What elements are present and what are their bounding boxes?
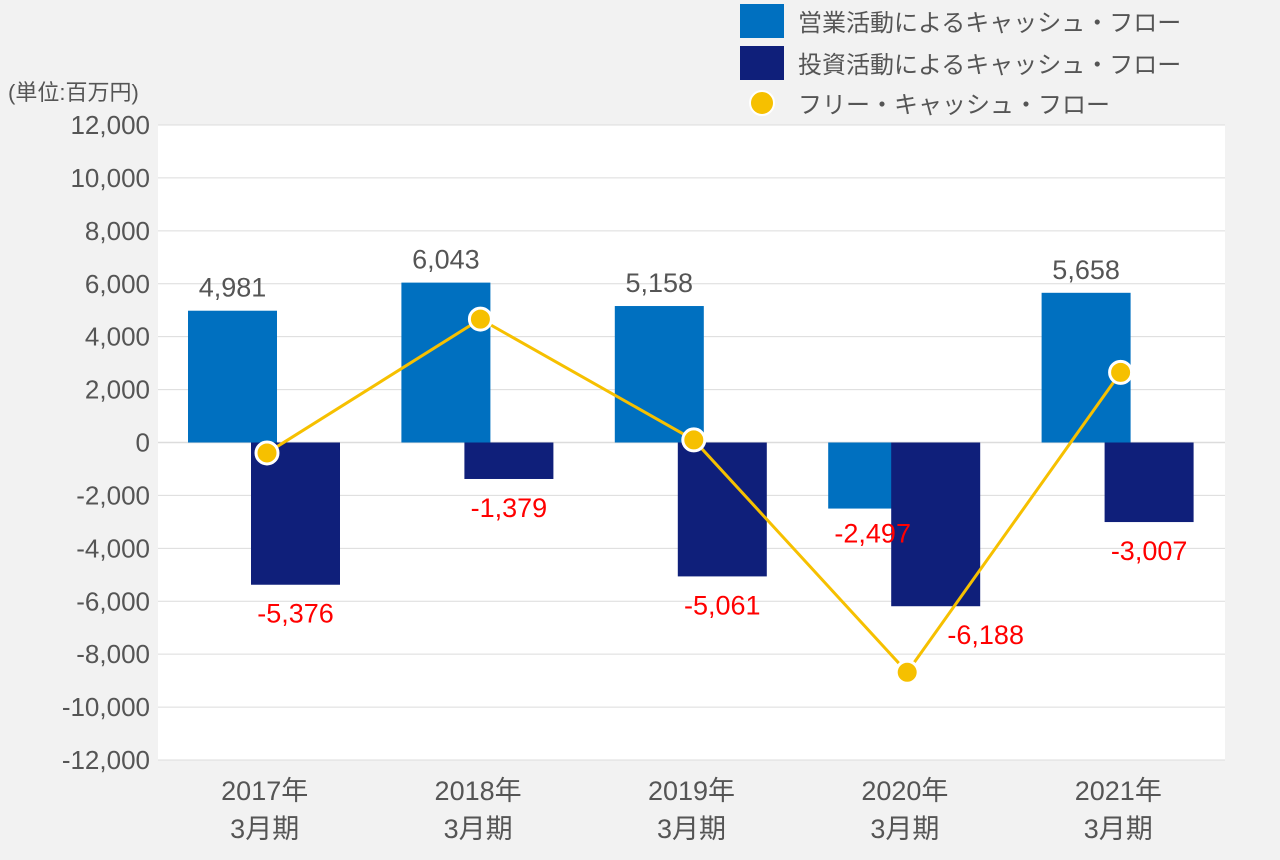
- y-tick-label: -2,000: [76, 480, 150, 510]
- investing-cf-bar: [891, 442, 981, 607]
- free-cf-point: [467, 306, 493, 332]
- free-cash-flow-line: [254, 306, 1134, 685]
- x-category-year: 2020年: [861, 776, 948, 806]
- investing-cf-label: -6,188: [947, 620, 1024, 650]
- x-category-period: 3月期: [870, 814, 939, 844]
- operating-cf-label: 6,043: [412, 245, 480, 275]
- y-tick-label: 6,000: [85, 269, 150, 299]
- investing-cf-bar: [251, 442, 340, 585]
- investing-cf-bar: [677, 442, 767, 577]
- investing-cf-label: -5,061: [684, 590, 761, 620]
- investing-cf-label: -3,007: [1111, 536, 1188, 566]
- x-category-period: 3月期: [230, 814, 299, 844]
- y-tick-label: 4,000: [85, 322, 150, 352]
- x-category-year: 2019年: [648, 776, 735, 806]
- x-category-period: 3月期: [444, 814, 513, 844]
- x-category-year: 2021年: [1075, 776, 1162, 806]
- y-tick-label: 12,000: [70, 110, 150, 140]
- free-cf-point: [681, 427, 707, 453]
- y-tick-label: -12,000: [62, 745, 150, 775]
- investing-cf-bar: [464, 442, 554, 479]
- x-category-year: 2018年: [435, 776, 522, 806]
- bars: [188, 282, 1194, 607]
- y-tick-label: 8,000: [85, 216, 150, 246]
- y-tick-label: -10,000: [62, 692, 150, 722]
- operating-cf-bar: [188, 310, 277, 443]
- unit-label: (単位:百万円): [8, 80, 139, 105]
- x-category-year: 2017年: [221, 776, 308, 806]
- legend-label-free-cf: フリー・キャッシュ・フロー: [798, 92, 1110, 119]
- y-tick-label: -4,000: [76, 533, 150, 563]
- legend-marker-free-cf: [749, 90, 775, 116]
- free-cf-point: [894, 659, 920, 685]
- y-tick-label: -6,000: [76, 586, 150, 616]
- x-category-period: 3月期: [1084, 814, 1153, 844]
- investing-cf-label: -5,376: [257, 599, 334, 629]
- y-tick-label: 0: [136, 428, 150, 458]
- investing-cf-label: -1,379: [471, 493, 548, 523]
- operating-cf-label: 4,981: [199, 273, 267, 303]
- legend-label-investing: 投資活動によるキャッシュ・フロー: [798, 52, 1181, 79]
- legend-swatch-operating: [740, 4, 784, 38]
- free-cf-point: [1108, 359, 1134, 385]
- y-tick-label: 2,000: [85, 375, 150, 405]
- x-axis: 2017年 3月期 2018年 3月期 2019年 3月期 2020年 3月期 2021年 3月期: [221, 776, 1162, 844]
- investing-cf-bar: [1104, 442, 1194, 523]
- y-axis: 12,000 10,000 8,000 6,000 4,000 2,000 0 -2,000 -…: [62, 110, 150, 775]
- x-category-period: 3月期: [657, 814, 726, 844]
- legend: 営業活動によるキャッシュ・フロー投資活動によるキャッシュ・フローフリー・キャッシ…: [740, 4, 1181, 119]
- operating-cf-bar: [401, 282, 491, 443]
- legend-swatch-investing: [740, 46, 784, 80]
- data-labels: 4,981 -5,376 6,043 -1,379 5,158 -5,061 -2,497 -…: [199, 245, 1188, 651]
- y-tick-label: -8,000: [76, 639, 150, 669]
- legend-label-operating: 営業活動によるキャッシュ・フロー: [798, 10, 1181, 37]
- operating-cf-label: 5,158: [626, 268, 694, 298]
- operating-cf-label: 5,658: [1052, 255, 1120, 285]
- operating-cf-label: -2,497: [834, 519, 911, 549]
- free-cf-point: [254, 440, 280, 466]
- y-tick-label: 10,000: [70, 163, 150, 193]
